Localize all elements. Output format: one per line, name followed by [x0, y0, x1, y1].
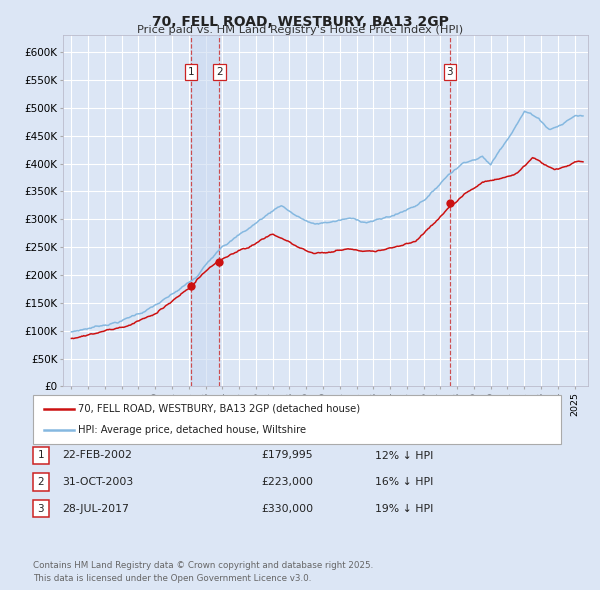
- Text: £330,000: £330,000: [261, 504, 313, 513]
- Text: 3: 3: [446, 67, 453, 77]
- Text: 19% ↓ HPI: 19% ↓ HPI: [375, 504, 433, 513]
- Text: 22-FEB-2002: 22-FEB-2002: [62, 451, 131, 460]
- Text: 3: 3: [37, 504, 44, 513]
- Text: £223,000: £223,000: [261, 477, 313, 487]
- Text: 2: 2: [216, 67, 223, 77]
- Text: £179,995: £179,995: [261, 451, 313, 460]
- Text: 70, FELL ROAD, WESTBURY, BA13 2GP (detached house): 70, FELL ROAD, WESTBURY, BA13 2GP (detac…: [78, 404, 360, 414]
- Text: 70, FELL ROAD, WESTBURY, BA13 2GP: 70, FELL ROAD, WESTBURY, BA13 2GP: [152, 15, 448, 30]
- Text: 1: 1: [37, 451, 44, 460]
- Bar: [191, 35, 220, 386]
- Text: 31-OCT-2003: 31-OCT-2003: [62, 477, 133, 487]
- Text: HPI: Average price, detached house, Wiltshire: HPI: Average price, detached house, Wilt…: [78, 425, 306, 435]
- Text: 16% ↓ HPI: 16% ↓ HPI: [375, 477, 433, 487]
- Text: 1: 1: [188, 67, 194, 77]
- Text: 12% ↓ HPI: 12% ↓ HPI: [375, 451, 433, 460]
- Text: Contains HM Land Registry data © Crown copyright and database right 2025.
This d: Contains HM Land Registry data © Crown c…: [33, 562, 373, 583]
- Text: Price paid vs. HM Land Registry's House Price Index (HPI): Price paid vs. HM Land Registry's House …: [137, 25, 463, 35]
- Text: 28-JUL-2017: 28-JUL-2017: [62, 504, 128, 513]
- Text: 2: 2: [37, 477, 44, 487]
